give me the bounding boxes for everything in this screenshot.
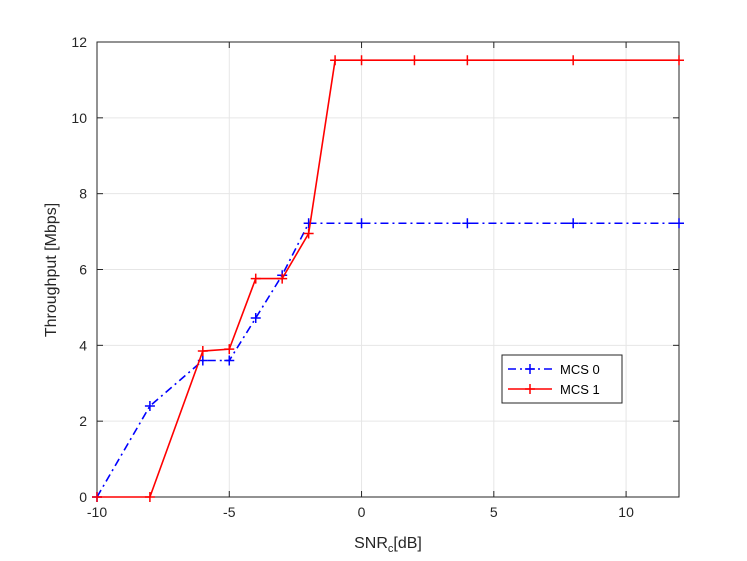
series-1-point: [568, 218, 579, 229]
series-2-point: [568, 55, 579, 66]
series-2-point: [674, 55, 684, 66]
series-2-point: [277, 273, 288, 284]
series-2-point: [92, 492, 102, 502]
y-tick-label: 4: [79, 337, 87, 353]
series-2-point: [197, 346, 208, 357]
legend-label-1: MCS 0: [560, 362, 600, 377]
x-tick-label: -10: [87, 504, 107, 520]
y-tick-label: 8: [79, 186, 87, 202]
x-axis-title-unit: [dB]: [393, 535, 421, 552]
legend-marker-2: [525, 384, 535, 394]
series-1-point: [250, 313, 261, 324]
series-2-point: [224, 344, 235, 355]
series-2-point: [303, 228, 314, 239]
series-2-point: [409, 55, 420, 66]
x-tick-label: 0: [358, 504, 366, 520]
legend: MCS 0 MCS 1: [501, 354, 623, 404]
series-2-point: [356, 55, 367, 66]
series-layer: [92, 55, 684, 502]
legend-marker-1: [525, 364, 535, 374]
grid-lines: [96, 41, 679, 498]
y-tick-label: 0: [79, 489, 87, 505]
legend-label-2: MCS 1: [560, 382, 600, 397]
legend-box: [501, 354, 623, 404]
x-tick-label: -5: [223, 504, 236, 520]
series-1-point: [674, 218, 684, 229]
y-tick-label: 2: [79, 413, 87, 429]
series-2-point: [462, 55, 473, 66]
series-2-point: [250, 273, 261, 284]
series-2-point: [330, 55, 341, 66]
y-tick-label: 12: [71, 34, 87, 50]
series-1-point: [356, 218, 367, 229]
axis-ticks: -10 -5 0 5 10 0 2 4 6 8 10 12: [71, 34, 679, 520]
x-axis-title-sub: c: [388, 543, 394, 555]
x-tick-label: 5: [490, 504, 498, 520]
series-2-group: [92, 55, 684, 502]
y-tick-label: 6: [79, 262, 87, 278]
x-axis-title: SNRc[dB]: [354, 535, 422, 555]
series-1-point: [462, 218, 473, 229]
series-1-point: [224, 355, 235, 366]
y-tick-label: 10: [71, 110, 87, 126]
x-tick-label: 10: [618, 504, 634, 520]
y-axis-title: Throughput [Mbps]: [43, 203, 60, 337]
series-2-point: [144, 492, 155, 502]
series-1-point: [303, 218, 314, 229]
series-1-point: [144, 401, 155, 411]
x-axis-title-main: SNR: [354, 535, 388, 552]
